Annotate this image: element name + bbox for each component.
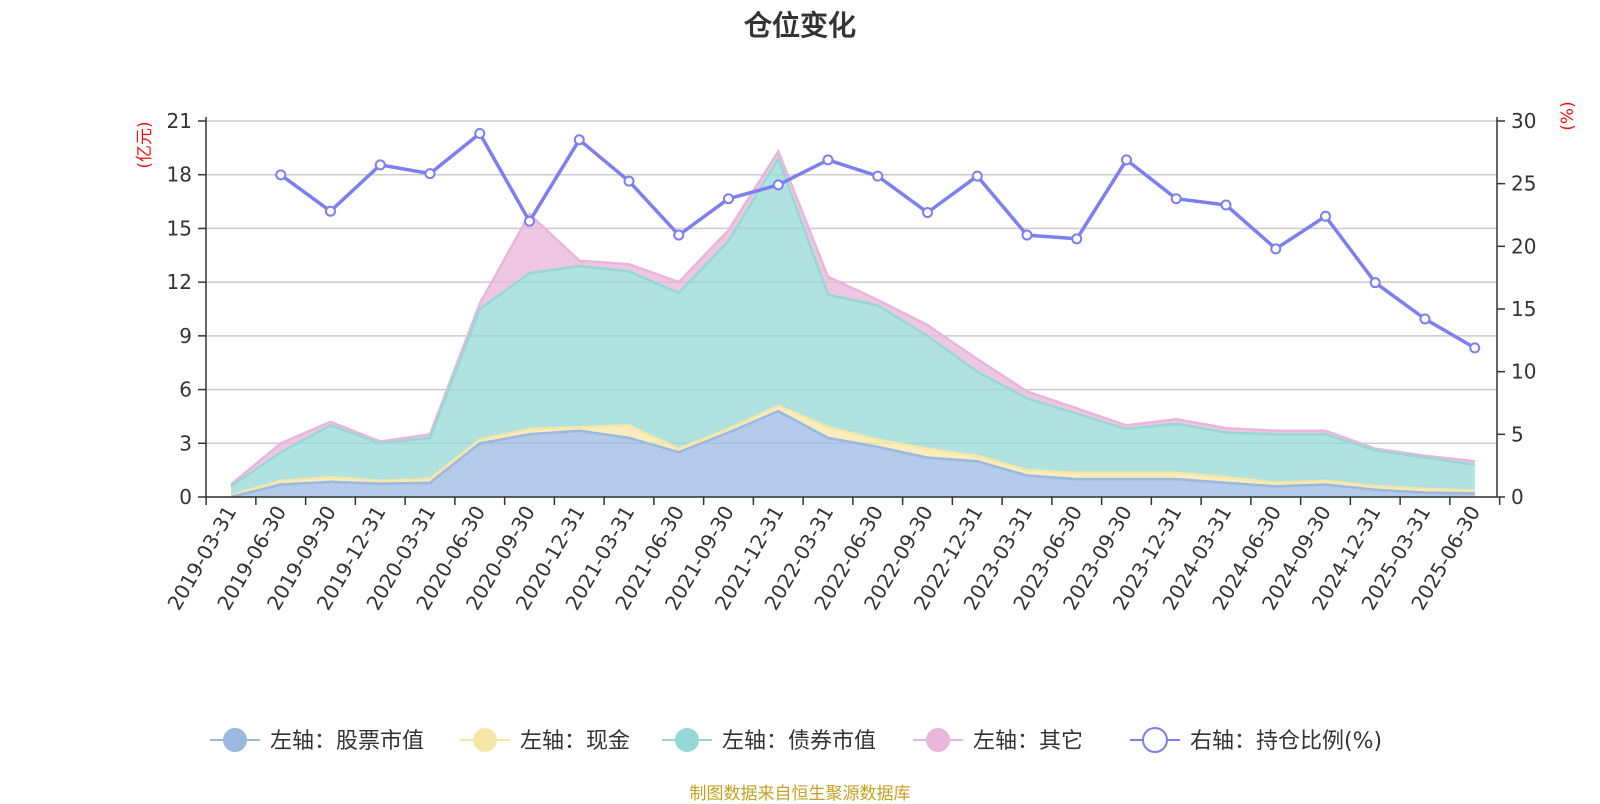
ratio-point [1320,210,1331,222]
legend-label: 左轴：其它 [973,729,1083,754]
left-axis-tick-label: 0 [179,485,192,509]
line-layer [275,128,1481,354]
area-3 [231,151,1475,487]
legend-marker [223,728,247,752]
ratio-point [1170,193,1182,205]
ratio-point [772,179,784,191]
right-axis-tick-label: 15 [1511,297,1536,321]
ratio-point [822,154,834,166]
legend-label: 左轴：股票市值 [270,729,424,754]
ratio-point [673,229,685,241]
ratio-point [275,169,287,181]
right-axis-tick-label: 25 [1511,172,1536,196]
ratio-point [922,206,933,218]
left-axis-tick-label: 12 [167,270,192,294]
right-axis-tick-label: 30 [1511,109,1536,133]
ratio-point [573,134,585,146]
ratio-point [723,193,734,205]
ratio-point [424,168,436,180]
left-axis-tick-label: 15 [167,216,192,240]
ratio-point [1071,233,1083,245]
legend-label: 右轴：持仓比例(%) [1190,729,1382,754]
ratio-point [1121,154,1132,166]
right-axis-tick-label: 0 [1511,485,1524,509]
ratio-point [1021,229,1033,241]
area-layer [230,148,1475,499]
left-axis-unit: (亿元) [135,121,155,168]
legend-marker [926,728,950,752]
ratio-point [872,170,884,182]
ratio-point [1469,342,1481,354]
area-edge-2 [230,155,1475,488]
left-axis-tick-label: 21 [167,109,192,133]
left-axis-tick-label: 9 [179,324,192,348]
left-axis-tick-label: 6 [179,378,192,402]
ratio-point [524,215,535,227]
ratio-point [971,170,983,182]
area-edge-1 [230,404,1475,497]
area-edge-3 [230,148,1475,486]
legend-marker [675,728,699,752]
area-1 [231,405,1475,497]
ratio-point [623,175,635,187]
legend-marker [473,728,497,752]
ratio-point [1419,313,1431,325]
area-0 [231,411,1475,497]
right-axis-unit: (%) [1558,101,1578,130]
ratio-point [325,205,336,217]
right-axis-tick-label: 10 [1511,360,1536,384]
legend-label: 左轴：债券市值 [722,729,876,754]
ratio-point [1270,243,1282,255]
ratio-point [374,159,386,171]
area-2 [231,158,1475,496]
left-axis-tick-label: 3 [179,431,192,455]
left-axis-tick-label: 18 [167,163,192,187]
legend-label: 左轴：现金 [520,729,630,754]
source-note: 制图数据来自恒生聚源数据库 [689,784,911,804]
chart-title: 仓位变化 [743,9,856,42]
legend-marker [1142,727,1168,753]
ratio-point [474,128,486,140]
right-axis-tick-label: 5 [1511,422,1524,446]
area-edge-0 [230,409,1475,499]
ratio-point [1220,199,1232,211]
ratio-point [1369,277,1381,289]
right-axis-tick-label: 20 [1511,234,1536,258]
legend-layer: 左轴：股票市值 左轴：现金 左轴：债券市值 左轴：其它 右轴：持仓比例(%) [210,727,1382,754]
